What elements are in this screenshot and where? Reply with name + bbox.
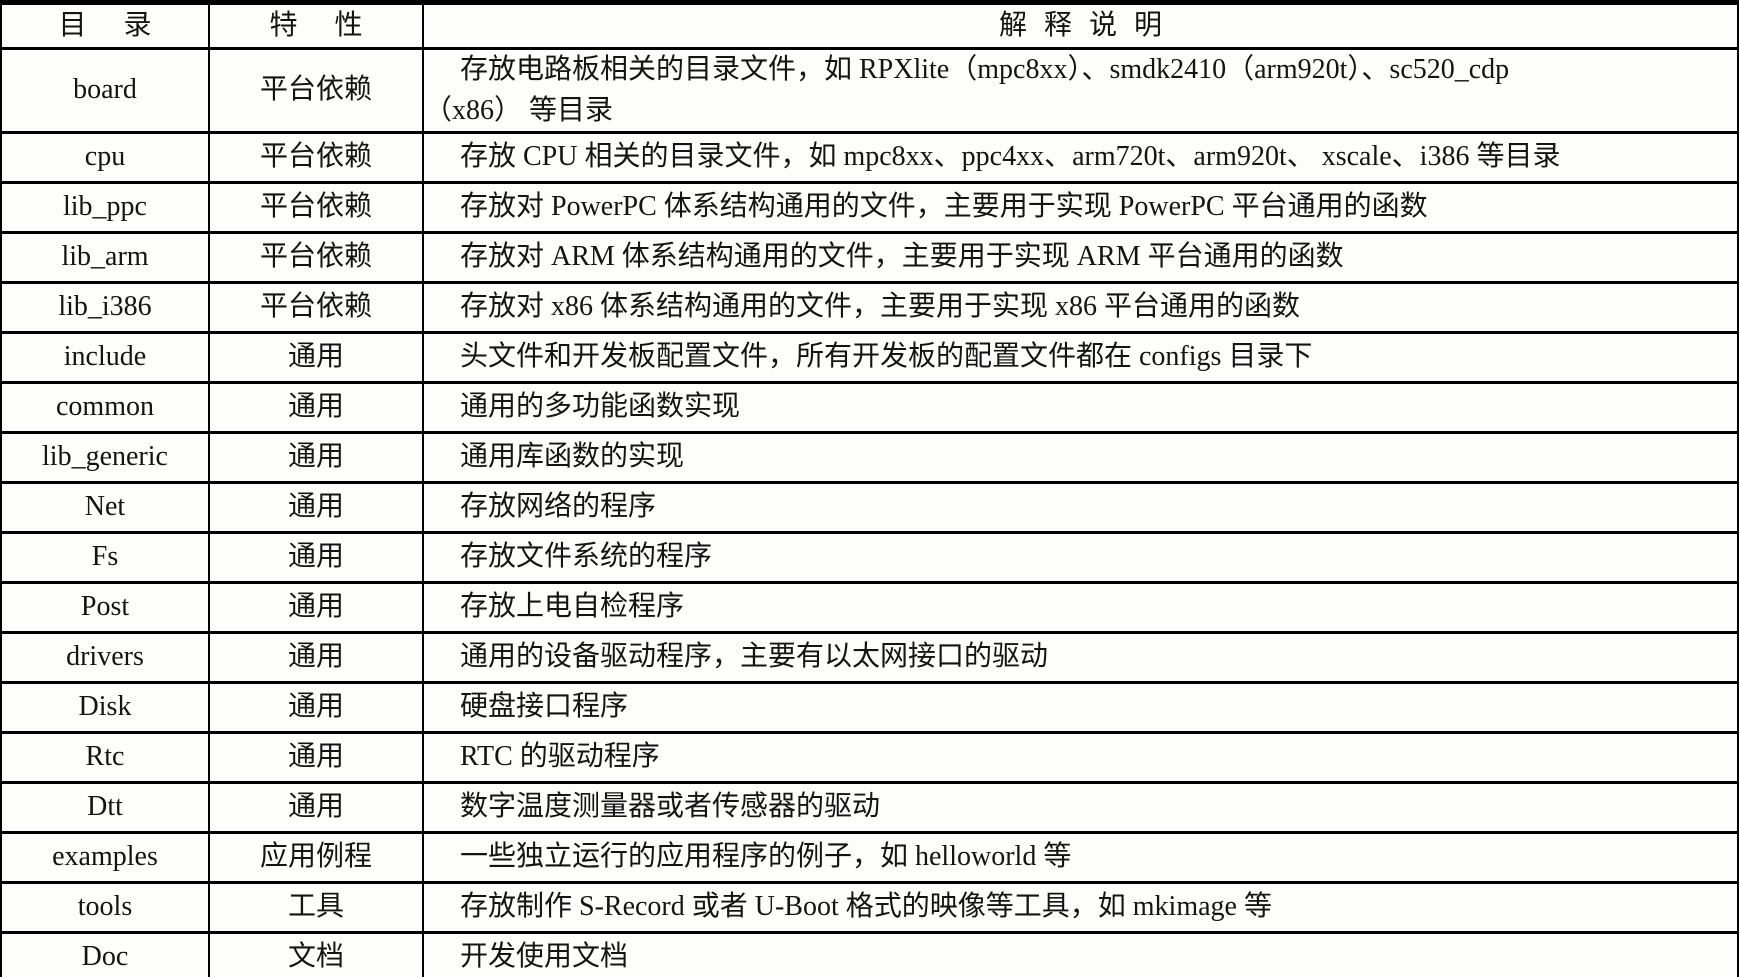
header-description: 解 释 说 明	[422, 1, 1739, 50]
feature-cell: 通用	[208, 731, 424, 784]
table-row: cpu 平台依赖 存放 CPU 相关的目录文件，如 mpc8xx、ppc4xx、…	[0, 131, 1739, 184]
desc-cell: 存放 CPU 相关的目录文件，如 mpc8xx、ppc4xx、arm720t、a…	[422, 131, 1739, 184]
feature-cell: 工具	[208, 881, 424, 934]
dir-cell: cpu	[0, 131, 210, 184]
dir-cell: common	[0, 381, 210, 434]
feature-cell: 平台依赖	[208, 131, 424, 184]
table-header: 目 录 特 性 解 释 说 明	[0, 1, 1739, 50]
feature-cell: 应用例程	[208, 831, 424, 884]
dir-cell: Dtt	[0, 781, 210, 834]
table-body: board 平台依赖 存放电路板相关的目录文件，如 RPXlite（mpc8xx…	[0, 47, 1739, 977]
desc-cell: 存放对 ARM 体系结构通用的文件，主要用于实现 ARM 平台通用的函数	[422, 231, 1739, 284]
dir-cell: tools	[0, 881, 210, 934]
dir-cell: Net	[0, 481, 210, 534]
table-row: lib_generic 通用 通用库函数的实现	[0, 431, 1739, 484]
dir-cell: Post	[0, 581, 210, 634]
desc-cell: 存放电路板相关的目录文件，如 RPXlite（mpc8xx）、smdk2410（…	[422, 47, 1739, 134]
table-row: lib_arm 平台依赖 存放对 ARM 体系结构通用的文件，主要用于实现 AR…	[0, 231, 1739, 284]
table-row: lib_i386 平台依赖 存放对 x86 体系结构通用的文件，主要用于实现 x…	[0, 281, 1739, 334]
feature-cell: 通用	[208, 681, 424, 734]
dir-cell: lib_ppc	[0, 181, 210, 234]
feature-cell: 通用	[208, 581, 424, 634]
dir-cell: Fs	[0, 531, 210, 584]
table-row: examples 应用例程 一些独立运行的应用程序的例子，如 helloworl…	[0, 831, 1739, 884]
table-row: lib_ppc 平台依赖 存放对 PowerPC 体系结构通用的文件，主要用于实…	[0, 181, 1739, 234]
feature-cell: 通用	[208, 631, 424, 684]
feature-cell: 通用	[208, 481, 424, 534]
table-row: Fs 通用 存放文件系统的程序	[0, 531, 1739, 584]
desc-cell: 存放上电自检程序	[422, 581, 1739, 634]
feature-cell: 文档	[208, 931, 424, 977]
feature-cell: 平台依赖	[208, 231, 424, 284]
desc-cell: 数字温度测量器或者传感器的驱动	[422, 781, 1739, 834]
dir-cell: examples	[0, 831, 210, 884]
feature-cell: 通用	[208, 531, 424, 584]
table-row: Doc 文档 开发使用文档	[0, 931, 1739, 977]
table-row: drivers 通用 通用的设备驱动程序，主要有以太网接口的驱动	[0, 631, 1739, 684]
dir-cell: Rtc	[0, 731, 210, 784]
desc-cell: 通用库函数的实现	[422, 431, 1739, 484]
desc-cell: 存放对 x86 体系结构通用的文件，主要用于实现 x86 平台通用的函数	[422, 281, 1739, 334]
desc-cell: 存放对 PowerPC 体系结构通用的文件，主要用于实现 PowerPC 平台通…	[422, 181, 1739, 234]
feature-cell: 通用	[208, 781, 424, 834]
desc-cell: 存放制作 S-Record 或者 U-Boot 格式的映像等工具，如 mkima…	[422, 881, 1739, 934]
desc-cell: 存放网络的程序	[422, 481, 1739, 534]
desc-cell: 通用的设备驱动程序，主要有以太网接口的驱动	[422, 631, 1739, 684]
table-row: Post 通用 存放上电自检程序	[0, 581, 1739, 634]
desc-cell: 存放文件系统的程序	[422, 531, 1739, 584]
dir-cell: Doc	[0, 931, 210, 977]
table-row: tools 工具 存放制作 S-Record 或者 U-Boot 格式的映像等工…	[0, 881, 1739, 934]
table-row: common 通用 通用的多功能函数实现	[0, 381, 1739, 434]
table-row: include 通用 头文件和开发板配置文件，所有开发板的配置文件都在 conf…	[0, 331, 1739, 384]
dir-cell: drivers	[0, 631, 210, 684]
table-row: Dtt 通用 数字温度测量器或者传感器的驱动	[0, 781, 1739, 834]
dir-cell: board	[0, 47, 210, 134]
header-row: 目 录 特 性 解 释 说 明	[0, 1, 1739, 50]
dir-cell: include	[0, 331, 210, 384]
feature-cell: 平台依赖	[208, 281, 424, 334]
table-row: board 平台依赖 存放电路板相关的目录文件，如 RPXlite（mpc8xx…	[0, 47, 1739, 134]
desc-cell: RTC 的驱动程序	[422, 731, 1739, 784]
table-row: Rtc 通用 RTC 的驱动程序	[0, 731, 1739, 784]
table-row: Net 通用 存放网络的程序	[0, 481, 1739, 534]
feature-cell: 通用	[208, 331, 424, 384]
desc-cell: 头文件和开发板配置文件，所有开发板的配置文件都在 configs 目录下	[422, 331, 1739, 384]
feature-cell: 通用	[208, 431, 424, 484]
dir-cell: lib_arm	[0, 231, 210, 284]
feature-cell: 平台依赖	[208, 181, 424, 234]
feature-cell: 平台依赖	[208, 47, 424, 134]
table-row: Disk 通用 硬盘接口程序	[0, 681, 1739, 734]
dir-cell: lib_i386	[0, 281, 210, 334]
desc-cell: 硬盘接口程序	[422, 681, 1739, 734]
desc-cell: 通用的多功能函数实现	[422, 381, 1739, 434]
header-feature: 特 性	[208, 1, 424, 50]
desc-cell: 一些独立运行的应用程序的例子，如 helloworld 等	[422, 831, 1739, 884]
feature-cell: 通用	[208, 381, 424, 434]
dir-cell: Disk	[0, 681, 210, 734]
dir-cell: lib_generic	[0, 431, 210, 484]
desc-cell: 开发使用文档	[422, 931, 1739, 977]
header-directory: 目 录	[0, 1, 210, 50]
